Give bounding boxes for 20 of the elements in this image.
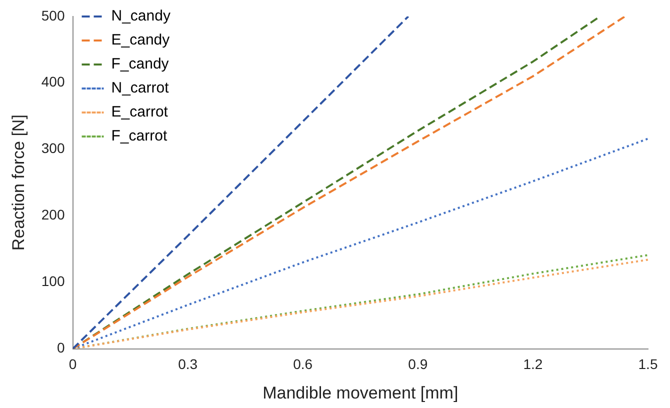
legend-label: N_candy bbox=[111, 8, 171, 25]
x-tick-label: 1.2 bbox=[523, 356, 543, 372]
y-tick-label: 500 bbox=[41, 7, 65, 24]
legend-label: N_carrot bbox=[111, 80, 170, 97]
legend-label: F_carrot bbox=[111, 128, 168, 145]
y-tick-label: 400 bbox=[41, 74, 65, 90]
legend-label: E_candy bbox=[111, 32, 170, 49]
y-tick-label: 100 bbox=[41, 273, 65, 290]
x-axis-title: Mandible movement [mm] bbox=[262, 383, 458, 402]
x-tick-label: 0.3 bbox=[178, 356, 198, 372]
legend-label: F_candy bbox=[111, 56, 170, 73]
y-axis-title: Reaction force [N] bbox=[8, 114, 28, 251]
x-tick-label: 0.6 bbox=[293, 356, 313, 372]
x-tick-label: 0.9 bbox=[408, 356, 428, 372]
x-tick-label: 0 bbox=[68, 356, 77, 372]
legend-label: E_carrot bbox=[111, 104, 169, 121]
y-tick-label: 0 bbox=[56, 340, 65, 356]
y-tick-label: 200 bbox=[41, 206, 65, 223]
x-tick-label: 1.5 bbox=[638, 356, 658, 372]
y-tick-label: 300 bbox=[41, 140, 65, 156]
